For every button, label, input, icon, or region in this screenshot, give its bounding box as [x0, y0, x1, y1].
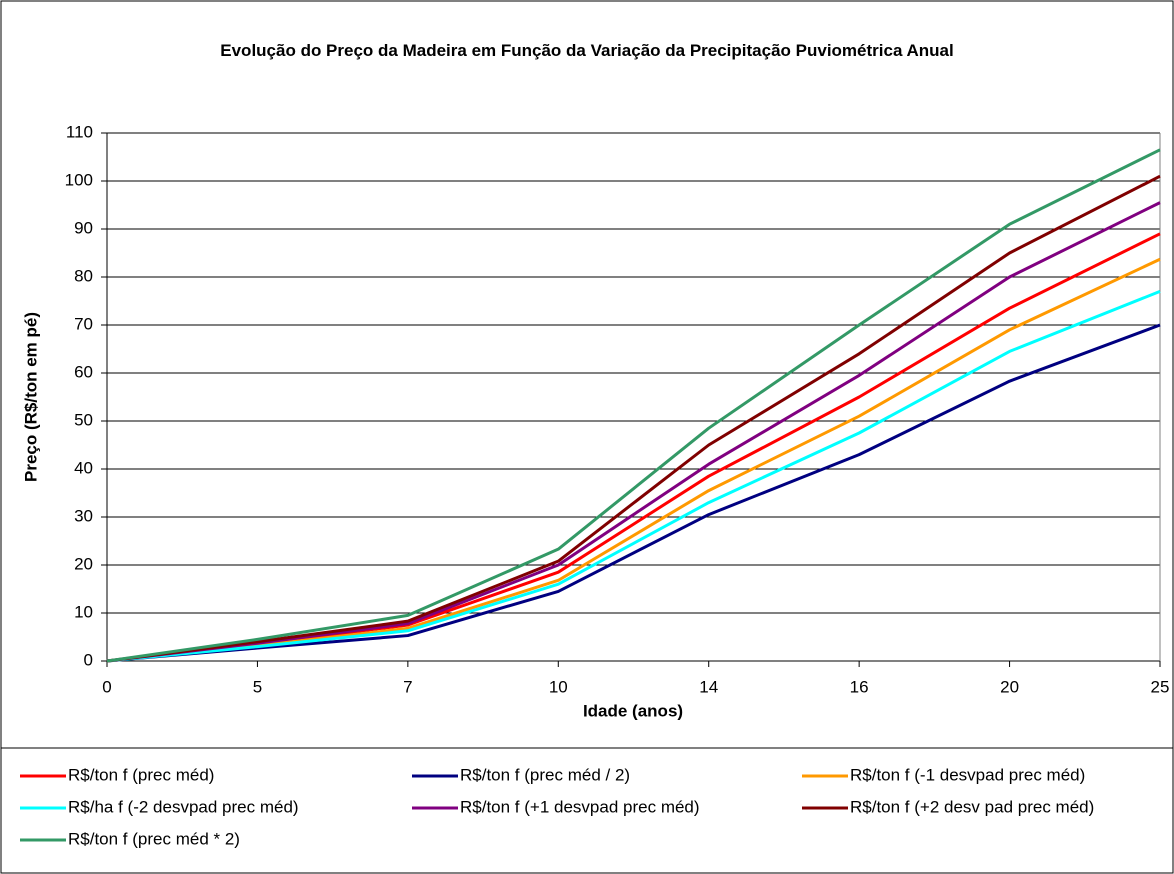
series-line	[106, 174, 1161, 663]
y-tick-label: 0	[84, 650, 93, 669]
y-axis-label: Preço (R$/ton em pé)	[21, 312, 40, 482]
chart-title: Evolução do Preço da Madeira em Função d…	[220, 41, 954, 60]
x-tick-label: 0	[102, 677, 111, 696]
y-tick-label: 40	[74, 458, 93, 477]
x-tick-label: 10	[549, 677, 568, 696]
y-tick-label: 110	[66, 122, 93, 141]
y-tick-label: 60	[74, 362, 93, 381]
x-tick-label: 20	[1000, 677, 1019, 696]
legend-label: R$/ton f (-1 desvpad prec méd)	[850, 765, 1085, 784]
legend-label: R$/ton f (prec méd / 2)	[460, 765, 630, 784]
y-tick-label: 20	[74, 554, 93, 573]
y-tick-label: 30	[74, 506, 93, 525]
legend-label: R$/ton f (+2 desv pad prec méd)	[850, 797, 1094, 816]
x-tick-label: 25	[1151, 677, 1170, 696]
x-axis-label: Idade (anos)	[583, 701, 683, 720]
series-line	[106, 323, 1161, 663]
x-tick-label: 16	[850, 677, 869, 696]
x-tick-label: 14	[699, 677, 718, 696]
series-line	[106, 148, 1161, 663]
legend-label: R$/ton f (+1 desvpad prec méd)	[460, 797, 700, 816]
y-tick-label: 70	[74, 314, 93, 333]
series-line	[106, 201, 1161, 663]
series-line	[106, 257, 1161, 663]
legend-label: R$/ton f (prec méd * 2)	[68, 829, 240, 848]
legend-label: R$/ha f (-2 desvpad prec méd)	[68, 797, 299, 816]
legend-box	[0, 747, 1174, 874]
y-tick-label: 50	[74, 410, 93, 429]
series-line	[106, 232, 1161, 663]
y-tick-label: 90	[74, 218, 93, 237]
legend-label: R$/ton f (prec méd)	[68, 765, 214, 784]
x-tick-label: 7	[403, 677, 412, 696]
y-tick-label: 80	[74, 266, 93, 285]
x-tick-label: 5	[253, 677, 262, 696]
y-tick-label: 100	[65, 170, 93, 189]
y-tick-label: 10	[74, 602, 93, 621]
series-line	[106, 290, 1161, 663]
